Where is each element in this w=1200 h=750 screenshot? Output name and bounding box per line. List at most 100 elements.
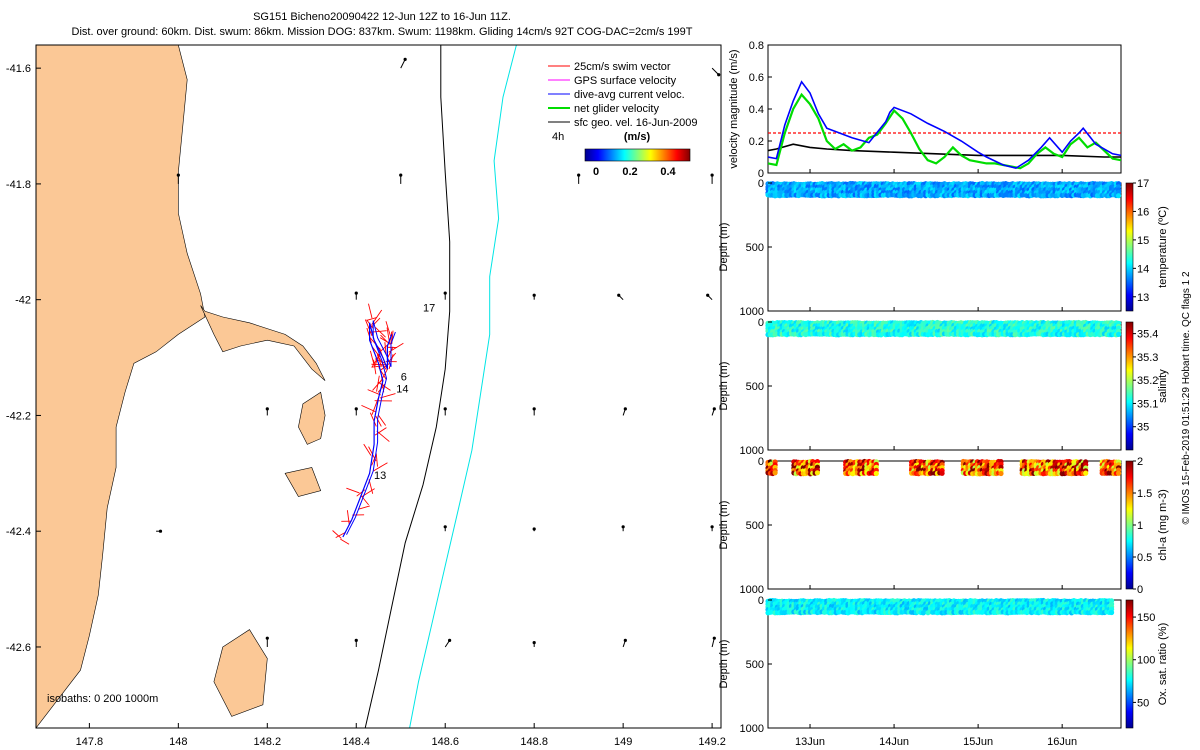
swim-vector-42 bbox=[376, 375, 380, 392]
salinity-section-ytick-label-0: 0 bbox=[758, 317, 764, 329]
swim-vector-53 bbox=[375, 415, 382, 427]
sfc-vector-head-6 bbox=[354, 291, 358, 295]
sfc-vector-head-8 bbox=[532, 293, 536, 297]
oxygen-section-point-734 bbox=[1109, 609, 1115, 616]
speed-colorbar bbox=[584, 148, 691, 162]
oxygen-section-cbtick-label-2: 50 bbox=[1137, 697, 1149, 709]
legend-swim-label: 25cm/s swim vector bbox=[574, 61, 671, 73]
salinity-section-cbtick-label-0: 35.4 bbox=[1137, 329, 1158, 341]
oxygen-section-points bbox=[765, 597, 1115, 616]
chla-section-point-214 bbox=[939, 470, 945, 476]
sfc-vector-head-1 bbox=[717, 73, 721, 77]
isobath-1000m bbox=[409, 45, 517, 728]
swim-vector-35 bbox=[340, 538, 350, 545]
track-time-label: 4h bbox=[552, 131, 564, 143]
swim-vector-10 bbox=[374, 427, 387, 436]
speed-colorbar-title: (m/s) bbox=[624, 131, 651, 143]
sfc-vector-head-12 bbox=[354, 407, 358, 411]
swim-vector-17 bbox=[332, 530, 342, 539]
time-tick-label-0: 13Jun bbox=[795, 736, 825, 748]
sfc-vector-head-25 bbox=[532, 640, 536, 645]
oxygen-section-ytick-label-0: 0 bbox=[758, 595, 764, 607]
oxygen-section: 0 500 1000 Depth (m) 150 100 50 Ox. sat. ratio … bbox=[718, 595, 1169, 735]
map-legend: 25cm/s swim vector GPS surface velocity … bbox=[548, 61, 698, 178]
vel-ytick-label-0: 0 bbox=[758, 168, 764, 180]
swim-vector-30 bbox=[367, 389, 381, 396]
day-label-0: 17 bbox=[423, 302, 435, 314]
legend-sfc-label: sfc geo. vel. 16-Jun-2009 bbox=[574, 117, 698, 129]
temperature-section-point-749 bbox=[1116, 193, 1122, 199]
salinity-section: 0 500 1000 Depth (m) 35.4 35.3 35.2 35.1 35 salin… bbox=[718, 317, 1169, 457]
chla-section-axes bbox=[767, 460, 1122, 590]
map-y-ticks: -41.6 -41.8 -42 -42.2 -42.4 -42.6 bbox=[6, 63, 41, 654]
legend-net-label: net glider velocity bbox=[574, 103, 659, 115]
sfc-vector-head-23 bbox=[354, 638, 358, 642]
swim-vector-49 bbox=[369, 317, 381, 329]
map-ytick-label-5: -42.6 bbox=[6, 642, 31, 654]
island-0 bbox=[298, 391, 326, 445]
map-xtick-label-0: 147.8 bbox=[76, 736, 104, 748]
velocity-y-ticks: 0 0.2 0.4 0.6 0.8 bbox=[749, 40, 772, 180]
salinity-section-ytick-label-2: 1000 bbox=[740, 445, 764, 457]
map-ytick-label-0: -41.6 bbox=[6, 63, 31, 75]
oxygen-section-colorbar bbox=[1125, 599, 1134, 729]
swim-vector-1 bbox=[369, 412, 377, 427]
temperature-section-points bbox=[765, 180, 1122, 199]
sfc-vector-head-27 bbox=[712, 636, 716, 640]
swim-vector-62 bbox=[366, 316, 378, 321]
sfc-vector-head-3 bbox=[399, 173, 403, 177]
day-label-3: 13 bbox=[374, 470, 386, 482]
sfc-vector-head-22 bbox=[265, 636, 269, 640]
chla-section-colorbar-label: chl-a (mg m-3) bbox=[1157, 489, 1169, 561]
salinity-section-colorbar bbox=[1125, 321, 1134, 451]
chla-section-colorbar bbox=[1125, 460, 1134, 590]
map-border bbox=[35, 44, 722, 729]
swim-vector-64 bbox=[360, 494, 369, 506]
day-label-1: 6 bbox=[401, 372, 407, 384]
chla-section: 0 500 1000 Depth (m) 2 1.5 1 0.5 0 chl-a (mg m-3) bbox=[718, 456, 1169, 596]
chla-section-ytick-label-0: 0 bbox=[758, 456, 764, 468]
chla-section-ytick-label-1: 500 bbox=[746, 520, 764, 532]
chla-section-point-19 bbox=[772, 470, 778, 476]
oxygen-section-axes bbox=[767, 599, 1122, 729]
legend-dac-label: dive-avg current veloc. bbox=[574, 89, 685, 101]
island-1 bbox=[284, 467, 322, 497]
isobath-200m bbox=[364, 45, 451, 728]
salinity-section-ylabel: Depth (m) bbox=[718, 362, 730, 411]
chla-section-ytick-label-2: 1000 bbox=[740, 584, 764, 596]
swim-vector-7 bbox=[335, 531, 347, 539]
temperature-section-colorbar bbox=[1125, 182, 1134, 312]
salinity-section-axes bbox=[767, 321, 1122, 451]
chla-section-point-70 bbox=[814, 459, 821, 465]
time-tick-label-3: 16Jun bbox=[1047, 736, 1077, 748]
sfc-vector-head-21 bbox=[710, 525, 714, 529]
temperature-section-ylabel: Depth (m) bbox=[718, 223, 730, 272]
swim-vector-3 bbox=[375, 327, 386, 338]
swim-vector-32 bbox=[363, 443, 372, 456]
map-xtick-label-3: 148.4 bbox=[342, 736, 370, 748]
credit-text: © IMOS 15-Feb-2019 01:51:29 Hobart time.… bbox=[1181, 271, 1192, 524]
temperature-section-ytick-label-1: 500 bbox=[746, 242, 764, 254]
temperature-section-colorbar-label: temperature (ºC) bbox=[1157, 206, 1169, 288]
peninsula-land bbox=[200, 305, 326, 381]
salinity-section-points bbox=[765, 319, 1122, 338]
map-xtick-label-2: 148.2 bbox=[254, 736, 282, 748]
salinity-section-cbtick-label-3: 35.1 bbox=[1137, 398, 1158, 410]
oxygen-section-cbtick-label-1: 100 bbox=[1137, 655, 1155, 667]
oxygen-section-ylabel: Depth (m) bbox=[718, 640, 730, 689]
salinity-section-colorbar-label: salinity bbox=[1157, 369, 1169, 403]
sfc-vector-head-20 bbox=[621, 525, 625, 529]
map-ytick-label-4: -42.4 bbox=[6, 526, 31, 538]
sfc-vector-head-24 bbox=[448, 638, 452, 642]
temperature-section-cbtick-label-2: 15 bbox=[1137, 235, 1149, 247]
temperature-section: 0 500 1000 Depth (m) 17 16 15 14 13 temperature (… bbox=[718, 178, 1169, 318]
swim-vector-26 bbox=[384, 342, 387, 355]
map-ytick-label-3: -42.2 bbox=[6, 410, 31, 422]
title-line2: Dist. over ground: 60km. Dist. swum: 86k… bbox=[72, 26, 693, 38]
oxygen-section-ytick-label-1: 500 bbox=[746, 659, 764, 671]
chla-section-point-439 bbox=[1083, 470, 1089, 476]
isobaths-label: isobaths: 0 200 1000m bbox=[47, 693, 158, 705]
sfc-vector-head-9 bbox=[617, 293, 621, 297]
